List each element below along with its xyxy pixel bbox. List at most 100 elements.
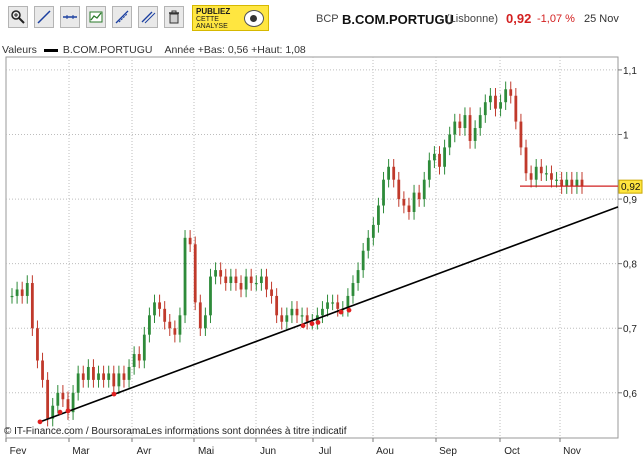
candle-body — [285, 315, 289, 322]
candle-body — [51, 405, 55, 419]
candle-body — [127, 366, 131, 380]
y-tick-label: 0,8 — [623, 260, 637, 271]
candle-body — [417, 192, 421, 200]
candle-body — [265, 276, 268, 290]
candle-body — [117, 373, 121, 387]
candle-body — [97, 373, 100, 380]
candle-body — [188, 237, 192, 245]
indicator-icon[interactable] — [86, 6, 106, 28]
touch-point — [309, 321, 315, 327]
publish-analysis-button[interactable]: PUBLIEZ CETTE ANALYSE — [192, 5, 269, 31]
zoom-icon[interactable] — [8, 6, 28, 28]
touch-point — [300, 323, 306, 329]
candle-body — [107, 373, 111, 380]
eye-icon — [244, 10, 264, 27]
trend-line — [39, 206, 619, 423]
candle-body — [71, 392, 75, 413]
candle-body — [183, 237, 187, 316]
candle-body — [550, 173, 553, 180]
candle-body — [163, 308, 167, 322]
candle-body — [468, 115, 472, 141]
candle-body — [448, 134, 452, 148]
candle-body — [280, 315, 284, 322]
candle-body — [132, 354, 136, 367]
candle-body — [66, 399, 70, 413]
candle-body — [76, 373, 80, 393]
candle-body — [229, 276, 233, 284]
candle-body — [203, 315, 207, 329]
x-tick-label: Mai — [198, 446, 214, 457]
candle-body — [92, 366, 95, 380]
candle-body — [382, 179, 385, 206]
channel-icon[interactable] — [138, 6, 158, 28]
touch-point — [37, 419, 43, 425]
trendline-icon[interactable] — [34, 6, 54, 28]
candle-body — [46, 379, 50, 419]
y-tick-label: 0,9 — [623, 195, 637, 206]
candle-body — [15, 289, 19, 296]
candle-body — [570, 179, 574, 187]
candle-body — [366, 237, 370, 251]
x-tick-label: Jul — [319, 446, 332, 457]
ad-line1: PUBLIEZ — [196, 7, 231, 16]
candle-body — [305, 315, 309, 322]
candle-body — [102, 373, 106, 380]
candle-body — [270, 289, 273, 296]
fibonacci-icon[interactable] — [112, 6, 132, 28]
legend-label: Valeurs — [2, 44, 37, 56]
candle-body — [488, 95, 492, 103]
candle-body — [168, 321, 172, 329]
legend-series: B.COM.PORTUGU — [62, 44, 153, 56]
candle-body — [387, 166, 391, 180]
candle-body — [300, 315, 304, 317]
y-tick-label: 0,6 — [623, 389, 637, 400]
touch-point — [346, 307, 352, 313]
quote-change: -1,07 % — [537, 13, 575, 25]
quote-price: 0,92 — [506, 11, 532, 26]
candle-body — [244, 276, 248, 290]
legend-stats: Année +Bas: 0,56 +Haut: 1,08 — [164, 44, 306, 56]
quote-date: 25 Nov — [584, 13, 619, 25]
candle-body — [173, 328, 177, 335]
candle-body — [20, 289, 24, 296]
candle-body — [295, 308, 299, 316]
toolbar: PUBLIEZ CETTE ANALYSE BCP B.COM.PORTUGU … — [0, 0, 643, 38]
x-tick-label: Avr — [137, 446, 152, 457]
chart-legend: Valeurs B.COM.PORTUGU Année +Bas: 0,56 +Ha… — [2, 44, 306, 56]
candle-body — [290, 308, 294, 316]
candle-body — [351, 283, 355, 296]
candle-body — [377, 205, 380, 225]
candle-body — [560, 179, 564, 187]
last-price-label: 0,92 — [621, 182, 641, 193]
candle-body — [148, 315, 151, 335]
candle-body — [575, 179, 579, 187]
y-tick-label: 1 — [623, 130, 629, 141]
candle-body — [36, 328, 39, 361]
candle-body — [209, 276, 212, 316]
x-tick-label: Mar — [72, 446, 90, 457]
candle-body — [275, 295, 279, 316]
candle-body — [427, 160, 431, 180]
candle-body — [25, 283, 29, 296]
candle-body — [254, 283, 258, 285]
last-price-box — [618, 179, 643, 194]
candle-body — [473, 128, 477, 141]
candle-body — [259, 276, 263, 284]
quote-name: B.COM.PORTUGU — [342, 12, 454, 27]
quote-prefix: BCP — [316, 13, 339, 25]
candle-body — [30, 283, 34, 329]
candle-body — [239, 283, 243, 290]
candle-body — [41, 360, 44, 380]
trash-icon[interactable] — [164, 6, 184, 28]
touch-point — [65, 408, 71, 414]
candle-body — [356, 270, 360, 284]
touch-point — [338, 309, 344, 315]
candle-body — [392, 166, 396, 180]
parallel-lines-icon[interactable] — [60, 6, 80, 28]
candle-body — [504, 89, 508, 103]
candle-body — [326, 302, 329, 309]
candle-body — [407, 205, 411, 212]
x-tick-label: Oct — [504, 446, 520, 457]
ad-line3: ANALYSE — [196, 23, 228, 30]
